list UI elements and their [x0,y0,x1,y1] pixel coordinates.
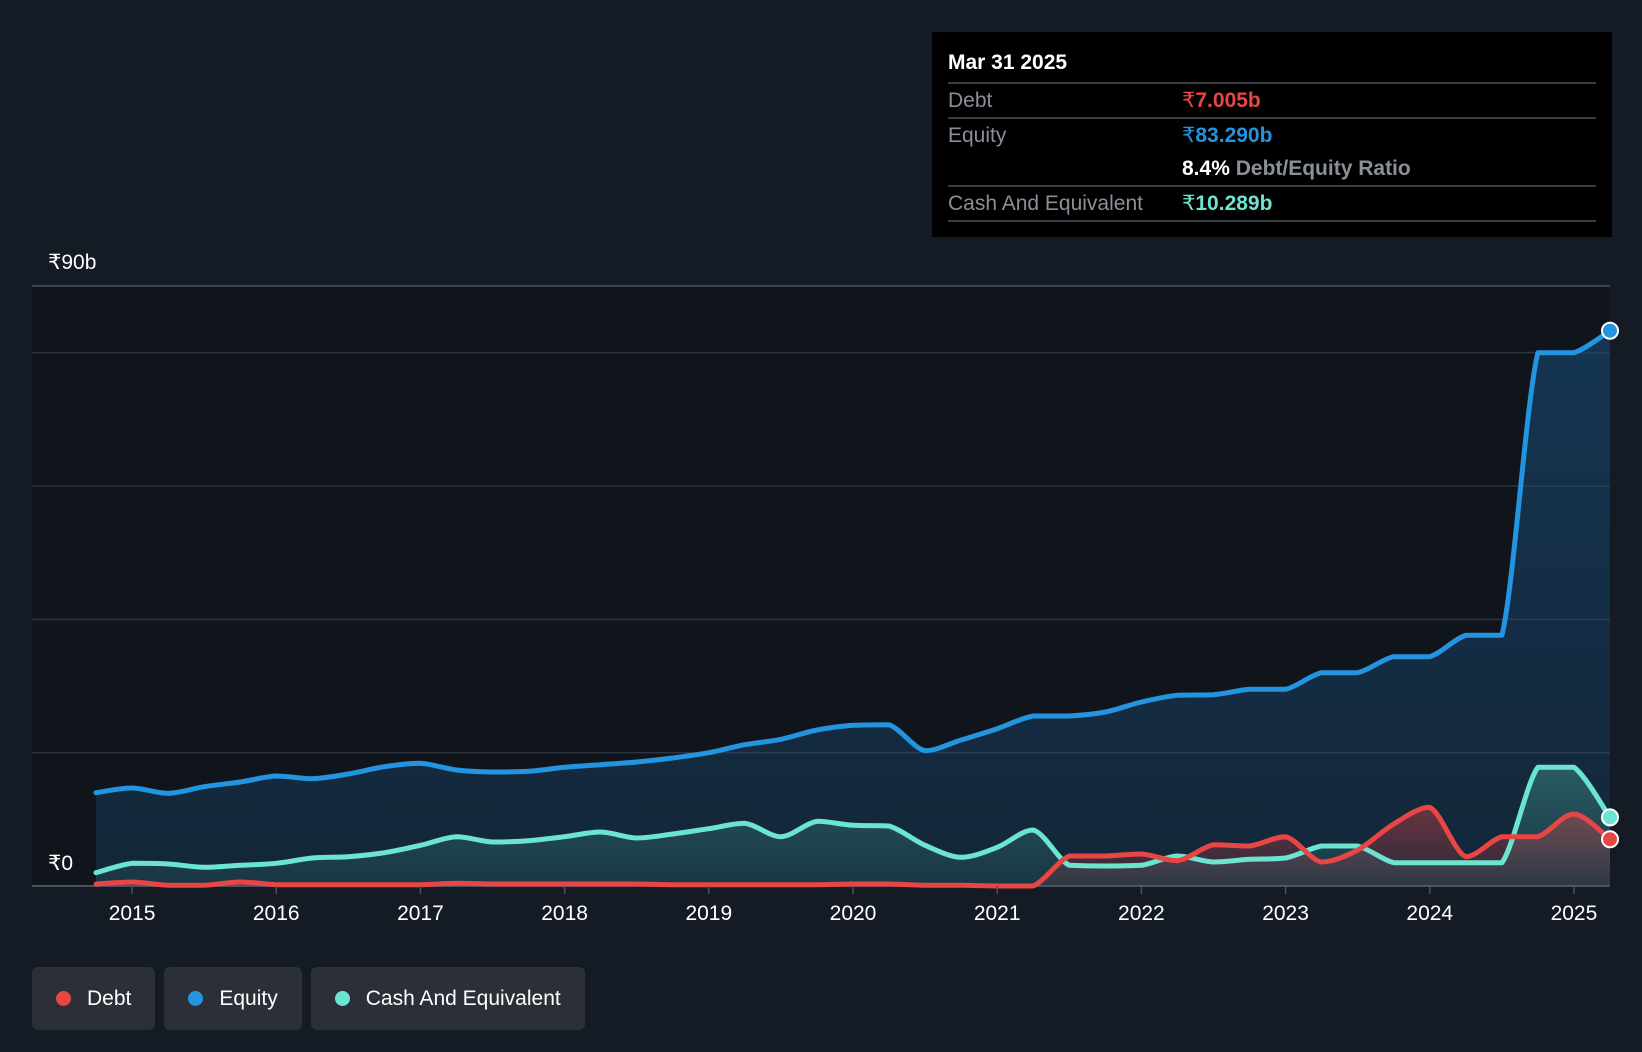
tooltip-equity-label: Equity [948,124,1007,147]
y-axis-bottom-label: ₹0 [48,852,73,875]
tooltip-equity-value: ₹83.290b [1182,119,1272,152]
debt-end-point[interactable] [1601,830,1619,849]
legend-cash-label: Cash And Equivalent [365,986,561,1010]
tooltip-cash-currency: ₹ [1182,192,1196,215]
legend-item-equity[interactable]: Equity [164,967,302,1030]
y-axis-top-label: ₹90b [48,251,96,274]
equity-dot-icon [188,991,204,1006]
x-tick-label-2018: 2018 [541,902,588,925]
x-tick-label-2019: 2019 [685,902,732,925]
tooltip-debt-amount: 7.005b [1195,89,1261,112]
tooltip-equity-amount: 83.290b [1195,124,1273,147]
debt-area [96,807,1610,886]
tooltip-row-equity: Equity ₹83.290b [948,119,1596,152]
legend-item-debt[interactable]: Debt [32,967,156,1030]
x-tick-label-2025: 2025 [1551,902,1598,925]
tooltip-debt-value: ₹7.005b [1182,84,1261,117]
tooltip-cash-value: ₹10.289b [1182,187,1272,220]
equity-line [93,328,1613,796]
legend-debt-label: Debt [87,986,132,1010]
x-tick-label-2022: 2022 [1118,902,1165,925]
series-lines [93,328,1613,889]
tooltip-equity-currency: ₹ [1182,124,1196,147]
tooltip-ratio: 8.4% Debt/Equity Ratio [1182,152,1411,185]
x-tick-label-2017: 2017 [397,902,444,925]
tooltip-ratio-value: 8.4% [1182,157,1230,180]
x-tick-label-2024: 2024 [1406,902,1453,925]
legend: Debt Equity Cash And Equivalent [32,967,585,1030]
tooltip-ratio-label: Debt/Equity Ratio [1235,157,1411,180]
tooltip-ratio-spacer [948,152,1182,185]
tooltip-debt-currency: ₹ [1182,89,1196,112]
x-tick-label-2023: 2023 [1262,902,1309,925]
tooltip-debt-label: Debt [948,89,993,112]
x-axis-ticks: 2015 2016 2017 2018 2019 2020 2021 2022 2023 2024… [109,886,1598,925]
equity-end-point[interactable] [1601,321,1619,340]
x-tick-label-2020: 2020 [830,902,877,925]
debt-dot-icon [56,991,71,1006]
x-tick-label-2021: 2021 [974,902,1021,925]
end-markers [1601,321,1619,849]
tooltip-row-ratio: 8.4% Debt/Equity Ratio [948,152,1596,187]
tooltip-row-cash: Cash And Equivalent ₹10.289b [948,187,1596,222]
cash-dot-icon [334,991,350,1006]
debt-line [93,804,1613,889]
tooltip-date: Mar 31 2025 [948,46,1596,84]
cash-end-point[interactable] [1601,808,1619,827]
x-tick-label-2015: 2015 [109,902,156,925]
tooltip-row-debt: Debt ₹7.005b [948,84,1596,119]
legend-item-cash[interactable]: Cash And Equivalent [310,967,585,1030]
tooltip-cash-amount: 10.289b [1195,192,1273,215]
x-tick-label-2016: 2016 [253,902,300,925]
equity-area [96,330,1610,886]
tooltip-panel: Mar 31 2025 Debt ₹7.005b Equity ₹83.290b… [932,32,1612,237]
tooltip-cash-label: Cash And Equivalent [948,192,1143,215]
legend-equity-label: Equity [219,986,278,1010]
